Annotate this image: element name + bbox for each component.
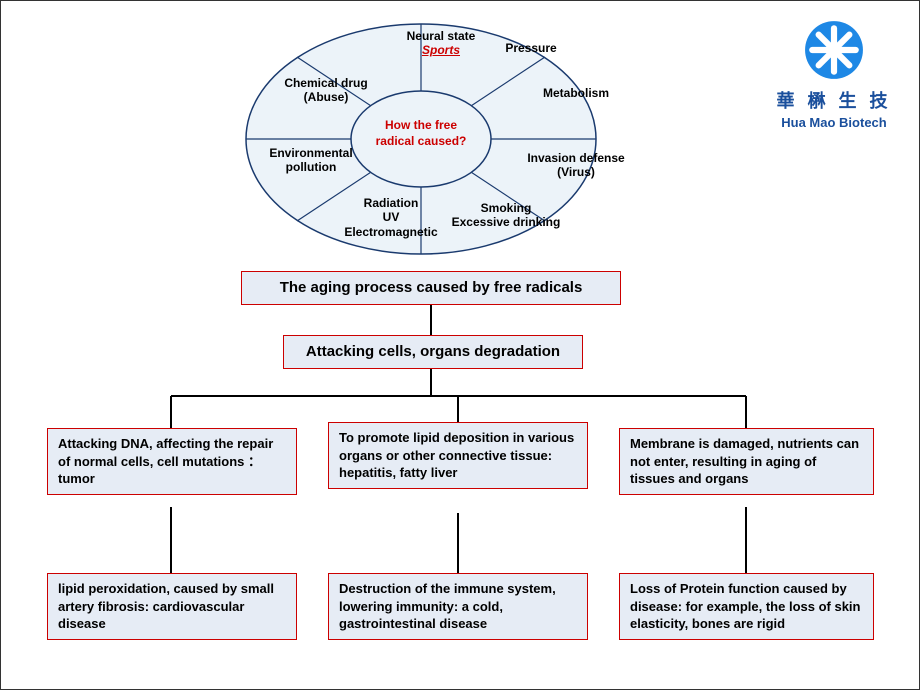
wheel-segment-2: Metabolism [531, 86, 621, 100]
wheel-center-label: How the free radical caused? [366, 118, 476, 149]
box-col1a: Attacking DNA, affecting the repair of n… [47, 428, 297, 495]
wheel-segment-0: Neural stateSports [396, 29, 486, 58]
brand-logo: 華 楙 生 技 Hua Mao Biotech [769, 19, 899, 130]
box-col2a: To promote lipid deposition in various o… [328, 422, 588, 489]
box-col3a: Membrane is damaged, nutrients can not e… [619, 428, 874, 495]
box-col3b: Loss of Protein function caused by disea… [619, 573, 874, 640]
wheel-segment-7: Chemical drug(Abuse) [271, 76, 381, 105]
wheel-segment-1: Pressure [491, 41, 571, 55]
logo-text-cn: 華 楙 生 技 [769, 87, 899, 113]
box-main1: The aging process caused by free radical… [241, 271, 621, 305]
logo-text-en: Hua Mao Biotech [769, 115, 899, 130]
box-col2b: Destruction of the immune system, loweri… [328, 573, 588, 640]
box-main2: Attacking cells, organs degradation [283, 335, 583, 369]
wheel-segment-4: SmokingExcessive drinking [446, 201, 566, 230]
wheel-segment-6: Environmentalpollution [256, 146, 366, 175]
logo-icon [803, 19, 865, 81]
wheel-segment-3: Invasion defense(Virus) [521, 151, 631, 180]
box-col1b: lipid peroxidation, caused by small arte… [47, 573, 297, 640]
wheel-segment-5: RadiationUVElectromagnetic [331, 196, 451, 239]
